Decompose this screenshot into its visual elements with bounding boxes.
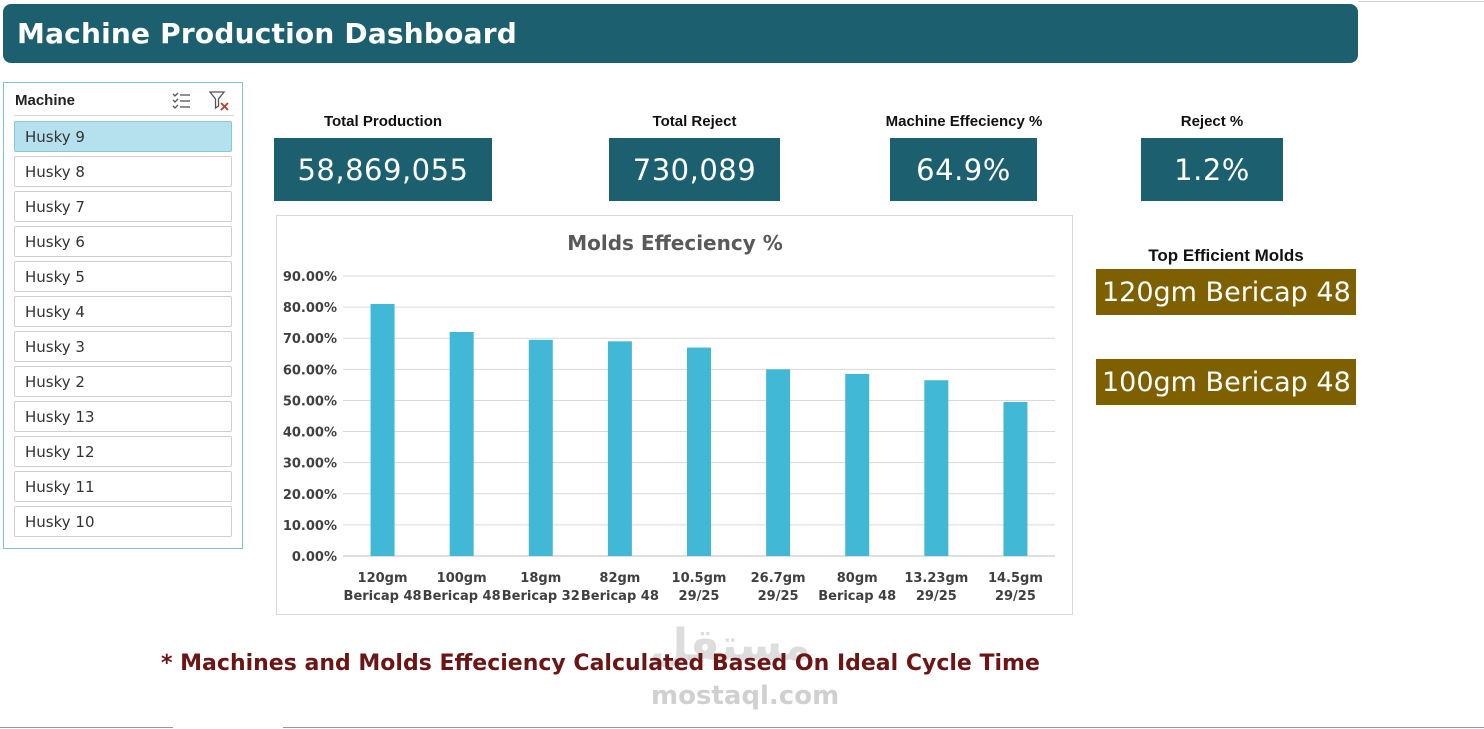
sheet-tab-line [283, 727, 1484, 728]
slicer-item-husky-11[interactable]: Husky 11 [14, 471, 232, 502]
x-tick-label: 80gm [837, 571, 878, 586]
x-tick-label: 100gm [437, 571, 487, 586]
total-production-label: Total Production [323, 113, 443, 130]
x-tick-label: 29/25 [916, 589, 957, 604]
machine-efficiency-label: Machine Effeciency % [885, 113, 1043, 130]
y-tick-label: 20.00% [283, 488, 337, 503]
sheet-gridline [1358, 1, 1484, 2]
molds-efficiency-chart[interactable]: Molds Effeciency % 0.00% 10.00% 20.00% 30.0… [276, 215, 1073, 615]
chart-x-axis: 120gm Bericap 48 100gm Bericap 48 18gm Berica… [344, 571, 1043, 604]
bar[interactable] [607, 341, 632, 556]
slicer-item-husky-8[interactable]: Husky 8 [14, 156, 232, 187]
watermark: mostaql.com [651, 681, 840, 711]
multi-select-icon[interactable] [169, 89, 193, 113]
x-tick-label: 120gm [358, 571, 408, 586]
clear-filter-icon[interactable] [208, 89, 232, 113]
chart-canvas: Molds Effeciency % 0.00% 10.00% 20.00% 30.0… [283, 231, 1055, 604]
chart-title: Molds Effeciency % [567, 231, 783, 255]
slicer-item-husky-5[interactable]: Husky 5 [14, 261, 232, 292]
machine-slicer: Machine Husky 9 Husky 8 Husky 7 Husky 6 Husk… [3, 82, 243, 549]
x-tick-label: 14.5gm [988, 571, 1043, 586]
watermark-arabic: مستقل [650, 620, 811, 671]
reject-pct-label: Reject % [1180, 113, 1244, 130]
reject-pct-value: 1.2% [1141, 138, 1283, 201]
y-tick-label: 10.00% [283, 519, 337, 534]
slicer-header: Machine [14, 88, 234, 116]
bar[interactable] [687, 347, 711, 556]
x-tick-label: 29/25 [995, 589, 1036, 604]
slicer-item-husky-10[interactable]: Husky 10 [14, 506, 232, 537]
slicer-title: Machine [15, 92, 76, 109]
y-tick-label: 0.00% [292, 550, 337, 565]
x-tick-label: Bericap 48 [581, 589, 659, 604]
slicer-item-husky-13[interactable]: Husky 13 [14, 401, 232, 432]
page-title: Machine Production Dashboard [17, 17, 517, 50]
y-tick-label: 90.00% [283, 270, 337, 285]
x-tick-label: 10.5gm [672, 571, 727, 586]
x-tick-label: Bericap 48 [818, 589, 896, 604]
dashboard-title-banner: Machine Production Dashboard [3, 4, 1358, 63]
bar[interactable] [370, 304, 395, 556]
y-tick-label: 40.00% [283, 426, 337, 441]
top-mold-2: 100gm Bericap 48 [1096, 359, 1356, 405]
chart-y-axis: 0.00% 10.00% 20.00% 30.00% 40.00% 50.00% 60.00… [283, 270, 337, 565]
bar[interactable] [766, 369, 791, 556]
machine-efficiency-value: 64.9% [890, 138, 1037, 201]
bar[interactable] [845, 374, 870, 556]
total-reject-label: Total Reject [652, 113, 737, 130]
top-mold-1: 120gm Bericap 48 [1096, 269, 1356, 315]
slicer-item-husky-3[interactable]: Husky 3 [14, 331, 232, 362]
bar[interactable] [924, 380, 949, 556]
y-tick-label: 60.00% [283, 363, 337, 378]
y-tick-label: 30.00% [283, 457, 337, 472]
sheet-tab-line [0, 727, 173, 728]
slicer-item-husky-7[interactable]: Husky 7 [14, 191, 232, 222]
slicer-item-husky-12[interactable]: Husky 12 [14, 436, 232, 467]
y-tick-label: 80.00% [283, 301, 337, 316]
y-tick-label: 70.00% [283, 332, 337, 347]
bar[interactable] [528, 339, 553, 556]
x-tick-label: 29/25 [758, 589, 799, 604]
bar[interactable] [449, 332, 474, 556]
x-tick-label: 13.23gm [904, 571, 968, 586]
y-tick-label: 50.00% [283, 394, 337, 409]
footnote: * Machines and Molds Effeciency Calculat… [161, 651, 1040, 676]
x-tick-label: 18gm [520, 571, 561, 586]
slicer-item-husky-9[interactable]: Husky 9 [14, 121, 232, 152]
bar[interactable] [1003, 402, 1028, 556]
x-tick-label: Bericap 32 [502, 589, 580, 604]
total-production-value: 58,869,055 [274, 138, 492, 201]
slicer-item-husky-4[interactable]: Husky 4 [14, 296, 232, 327]
x-tick-label: 29/25 [679, 589, 720, 604]
top-molds-title: Top Efficient Molds [1148, 246, 1304, 265]
chart-bars [370, 304, 1028, 556]
slicer-item-husky-6[interactable]: Husky 6 [14, 226, 232, 257]
x-tick-label: 82gm [599, 571, 640, 586]
slicer-item-husky-2[interactable]: Husky 2 [14, 366, 232, 397]
total-reject-value: 730,089 [609, 138, 780, 201]
x-tick-label: Bericap 48 [344, 589, 422, 604]
x-tick-label: Bericap 48 [423, 589, 501, 604]
x-tick-label: 26.7gm [751, 571, 806, 586]
